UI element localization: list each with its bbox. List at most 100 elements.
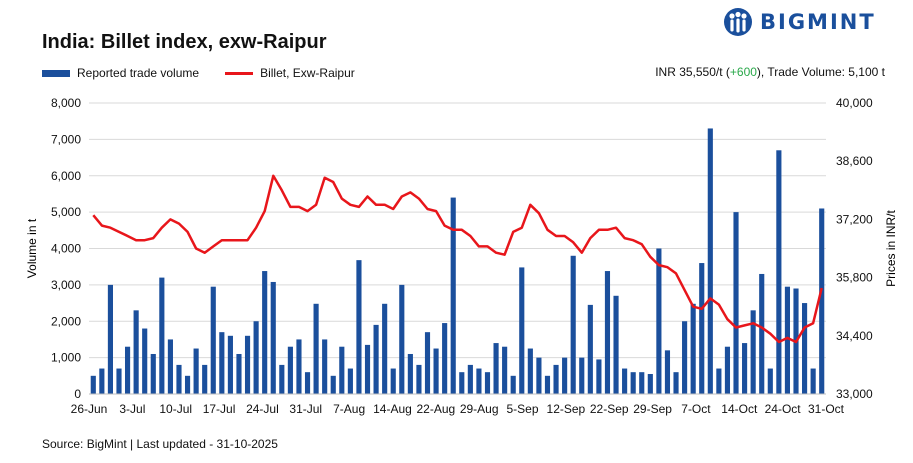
volume-bar [322, 339, 328, 394]
y-left-tick-label: 7,000 [51, 132, 81, 146]
volume-bar [596, 359, 602, 394]
y-left-tick-label: 2,000 [51, 314, 81, 328]
volume-bar [673, 372, 679, 394]
volume-bar [819, 208, 825, 394]
x-tick-label: 29-Aug [460, 402, 499, 416]
volume-bar [536, 357, 542, 394]
volume-bar [733, 212, 739, 394]
volume-bar [364, 344, 371, 394]
volume-bar [562, 357, 568, 394]
chart-legend: Reported trade volume Billet, Exw-Raipur [42, 66, 381, 80]
y-left-tick-label: 8,000 [51, 96, 81, 110]
x-tick-label: 10-Jul [159, 402, 192, 416]
y-right-axis-title: Prices in INR/t [884, 209, 898, 286]
volume-bar [124, 346, 131, 394]
volume-bar [639, 372, 645, 394]
volume-bar [330, 375, 336, 394]
source-note: Source: BigMint | Last updated - 31-10-2… [42, 437, 278, 451]
volume-bar [279, 364, 285, 394]
volume-bar [347, 368, 353, 394]
volume-bar [690, 303, 696, 394]
x-tick-label: 12-Sep [547, 402, 586, 416]
volume-bar [724, 346, 731, 394]
volume-bar [107, 284, 113, 394]
x-tick-label: 3-Jul [119, 402, 145, 416]
volume-bar [176, 364, 182, 394]
volume-bar [613, 295, 619, 394]
volume-bar [544, 375, 551, 394]
volume-bar [339, 346, 345, 394]
x-tick-label: 31-Oct [808, 402, 845, 416]
volume-bar [622, 368, 628, 394]
volume-bar [630, 372, 636, 394]
x-tick-label: 5-Sep [507, 402, 539, 416]
volume-bar [802, 303, 808, 394]
y-left-tick-label: 6,000 [51, 169, 81, 183]
legend-label-volume: Reported trade volume [77, 66, 200, 80]
y-right-tick-label: 37,200 [836, 212, 873, 226]
volume-bar [442, 323, 448, 394]
volume-bar [142, 328, 148, 394]
volume-bar [759, 273, 765, 394]
volume-bar [373, 324, 379, 394]
volume-bar [527, 348, 533, 394]
volume-bar [467, 364, 473, 394]
volume-bar [664, 350, 671, 394]
price-summary: INR 35,550/t (+600), Trade Volume: 5,100… [655, 65, 885, 79]
y-left-axis-title: Volume in t [25, 218, 39, 278]
volume-bar [159, 277, 165, 394]
volume-bar [450, 197, 456, 394]
brand-name: BIGMINT [760, 10, 876, 34]
x-tick-label: 7-Oct [681, 402, 711, 416]
volume-bar [553, 364, 559, 394]
price-line [92, 174, 823, 344]
x-tick-label: 14-Aug [373, 402, 412, 416]
volume-bar [133, 310, 139, 394]
legend-item-price: Billet, Exw-Raipur [225, 66, 355, 80]
volume-bar [90, 375, 96, 394]
volume-bar [493, 343, 499, 394]
y-right-tick-label: 38,600 [836, 154, 873, 168]
y-right-tick-label: 40,000 [836, 96, 873, 110]
volume-bar [304, 372, 311, 394]
volume-bar [484, 372, 491, 394]
x-tick-label: 14-Oct [721, 402, 758, 416]
x-tick-label: 24-Oct [765, 402, 802, 416]
legend-line-swatch [225, 71, 254, 75]
volume-bar [519, 267, 525, 394]
x-tick-label: 7-Aug [333, 402, 365, 416]
volume-bar [227, 335, 233, 394]
y-right-tick-label: 35,800 [836, 271, 873, 285]
y-right-tick-label: 34,400 [836, 329, 873, 343]
volume-bar [502, 346, 508, 394]
volume-bar [116, 368, 122, 394]
y-right-tick-label: 33,000 [836, 387, 873, 401]
x-tick-label: 22-Sep [590, 402, 629, 416]
volume-bar [184, 375, 191, 394]
volume-bar [313, 303, 319, 394]
y-left-tick-label: 0 [74, 387, 81, 401]
volume-bar [219, 332, 225, 394]
brand-logo: BIGMINT [722, 6, 890, 38]
volume-bar [262, 271, 268, 394]
volume-bar [433, 348, 439, 394]
x-tick-label: 17-Jul [203, 402, 236, 416]
volume-bar [656, 248, 662, 394]
volume-bar [750, 310, 756, 394]
volume-bar [716, 368, 722, 394]
summary-prefix: INR 35,550/t ( [655, 65, 730, 79]
x-tick-label: 29-Sep [633, 402, 672, 416]
volume-bar [699, 263, 705, 394]
volume-bar [767, 368, 773, 394]
legend-bar-swatch [42, 69, 70, 77]
volume-bar [244, 335, 251, 394]
volume-bar [399, 284, 405, 394]
volume-bar [424, 332, 431, 394]
volume-bar [202, 364, 208, 394]
volume-bar [570, 255, 576, 394]
volume-bar [210, 286, 216, 394]
volume-bar [390, 368, 396, 394]
legend-item-volume: Reported trade volume [42, 66, 199, 80]
x-tick-label: 31-Jul [289, 402, 322, 416]
